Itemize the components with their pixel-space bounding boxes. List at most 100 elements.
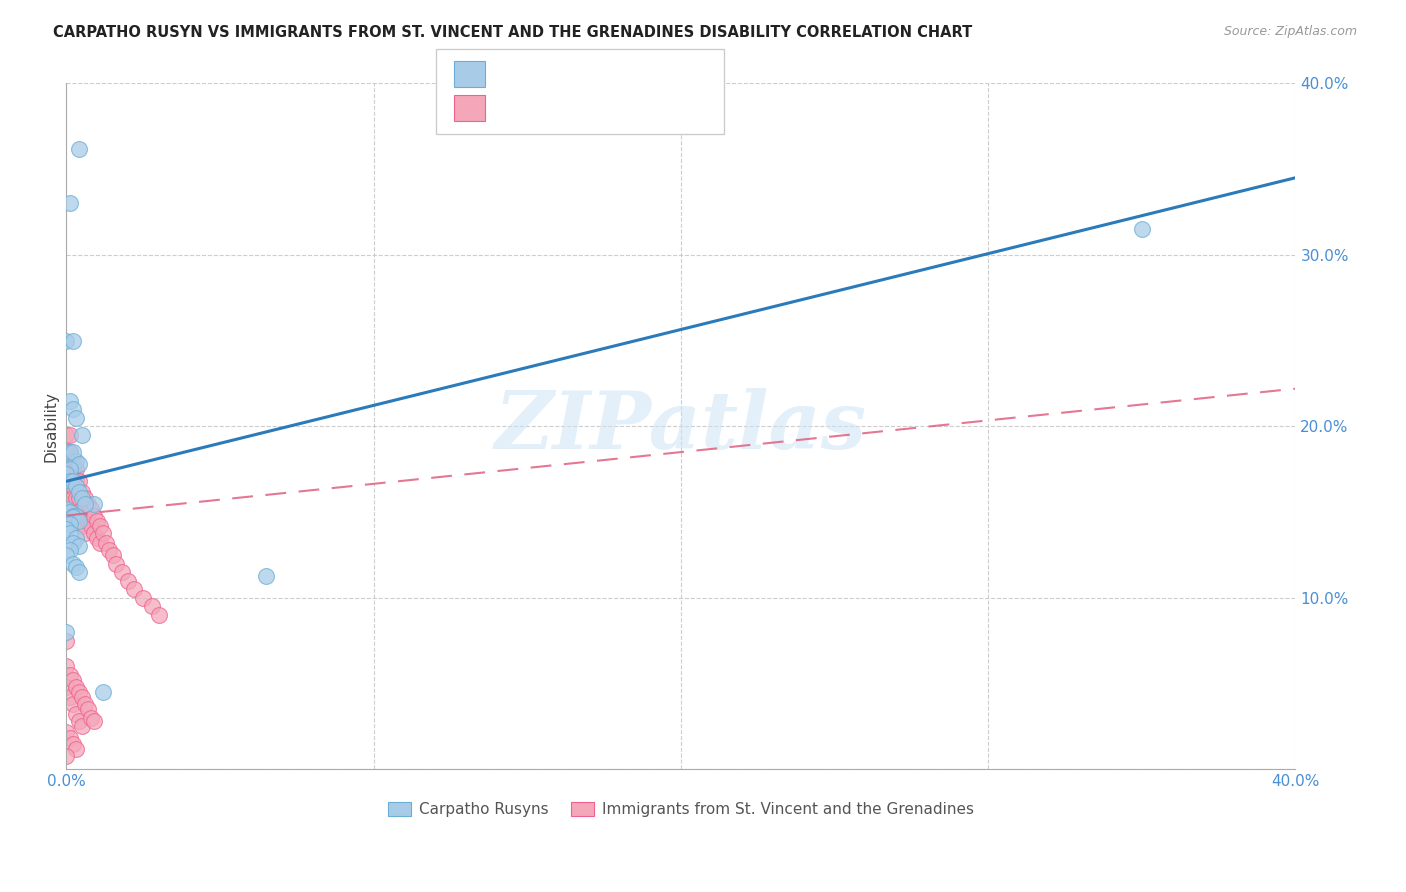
- Text: ZIPatlas: ZIPatlas: [495, 388, 868, 465]
- Text: N = 42: N = 42: [592, 61, 650, 76]
- Point: [55, 467, 77, 482]
- Text: Source: ZipAtlas.com: Source: ZipAtlas.com: [1223, 25, 1357, 38]
- Point: [67, 514, 90, 528]
- Point: [58, 488, 80, 502]
- Point: [58, 445, 80, 459]
- Point: [91, 525, 114, 540]
- Point: [62, 462, 84, 476]
- Point: [58, 393, 80, 408]
- Point: [73, 525, 96, 540]
- Point: [58, 668, 80, 682]
- Point: [55, 724, 77, 739]
- Point: [67, 714, 90, 729]
- Point: [67, 457, 90, 471]
- Point: [86, 514, 108, 528]
- Point: [62, 697, 84, 711]
- Point: [70, 428, 93, 442]
- Point: [73, 491, 96, 506]
- Point: [55, 548, 77, 562]
- Point: [70, 491, 93, 506]
- Point: [65, 453, 87, 467]
- Point: [65, 462, 87, 476]
- Point: [89, 536, 111, 550]
- Point: [62, 508, 84, 523]
- Point: [58, 496, 80, 510]
- Point: [55, 633, 77, 648]
- Point: [117, 574, 139, 588]
- Point: [55, 659, 77, 673]
- Point: [62, 475, 84, 489]
- Point: [58, 471, 80, 485]
- Point: [122, 582, 145, 597]
- Point: [55, 680, 77, 694]
- Y-axis label: Disability: Disability: [44, 391, 58, 462]
- Point: [148, 607, 170, 622]
- Point: [65, 479, 87, 493]
- Point: [65, 741, 87, 756]
- Point: [89, 518, 111, 533]
- Point: [77, 702, 100, 716]
- Point: [62, 536, 84, 550]
- Point: [58, 731, 80, 746]
- Point: [65, 707, 87, 722]
- Point: [67, 142, 90, 156]
- Point: [80, 518, 103, 533]
- Point: [86, 531, 108, 545]
- Point: [98, 542, 121, 557]
- Point: [67, 508, 90, 523]
- Point: [62, 673, 84, 687]
- Text: CARPATHO RUSYN VS IMMIGRANTS FROM ST. VINCENT AND THE GRENADINES DISABILITY CORR: CARPATHO RUSYN VS IMMIGRANTS FROM ST. VI…: [53, 25, 973, 40]
- Point: [141, 599, 163, 614]
- Point: [58, 517, 80, 532]
- Point: [67, 484, 90, 499]
- Point: [77, 496, 100, 510]
- Point: [58, 475, 80, 489]
- Point: [55, 334, 77, 348]
- Point: [83, 496, 105, 510]
- Point: [73, 496, 96, 510]
- Point: [65, 508, 87, 523]
- Point: [65, 680, 87, 694]
- Point: [58, 462, 80, 476]
- Point: [58, 445, 80, 459]
- Point: [70, 518, 93, 533]
- Point: [70, 719, 93, 733]
- Point: [67, 475, 90, 489]
- Point: [58, 505, 80, 519]
- Point: [62, 491, 84, 506]
- Point: [62, 479, 84, 493]
- Point: [55, 625, 77, 640]
- Point: [65, 491, 87, 506]
- Text: R = 0.426: R = 0.426: [494, 61, 569, 76]
- Point: [62, 510, 84, 524]
- Point: [58, 542, 80, 557]
- Point: [65, 410, 87, 425]
- Point: [70, 484, 93, 499]
- Point: [65, 508, 87, 523]
- Text: R = 0.055: R = 0.055: [494, 95, 569, 110]
- Point: [1130, 222, 1153, 236]
- Point: [58, 196, 80, 211]
- Point: [77, 514, 100, 528]
- Point: [65, 475, 87, 489]
- Point: [83, 508, 105, 523]
- Point: [58, 690, 80, 705]
- Point: [62, 445, 84, 459]
- Point: [65, 560, 87, 574]
- Point: [80, 501, 103, 516]
- Point: [55, 462, 77, 476]
- Point: [65, 531, 87, 545]
- Point: [70, 501, 93, 516]
- Point: [67, 540, 90, 554]
- Point: [58, 525, 80, 540]
- Point: [55, 428, 77, 442]
- Point: [80, 711, 103, 725]
- Point: [67, 565, 90, 579]
- Point: [254, 568, 277, 582]
- Point: [62, 737, 84, 751]
- Point: [58, 428, 80, 442]
- Point: [67, 491, 90, 506]
- Point: [67, 685, 90, 699]
- Point: [111, 565, 134, 579]
- Point: [132, 591, 155, 605]
